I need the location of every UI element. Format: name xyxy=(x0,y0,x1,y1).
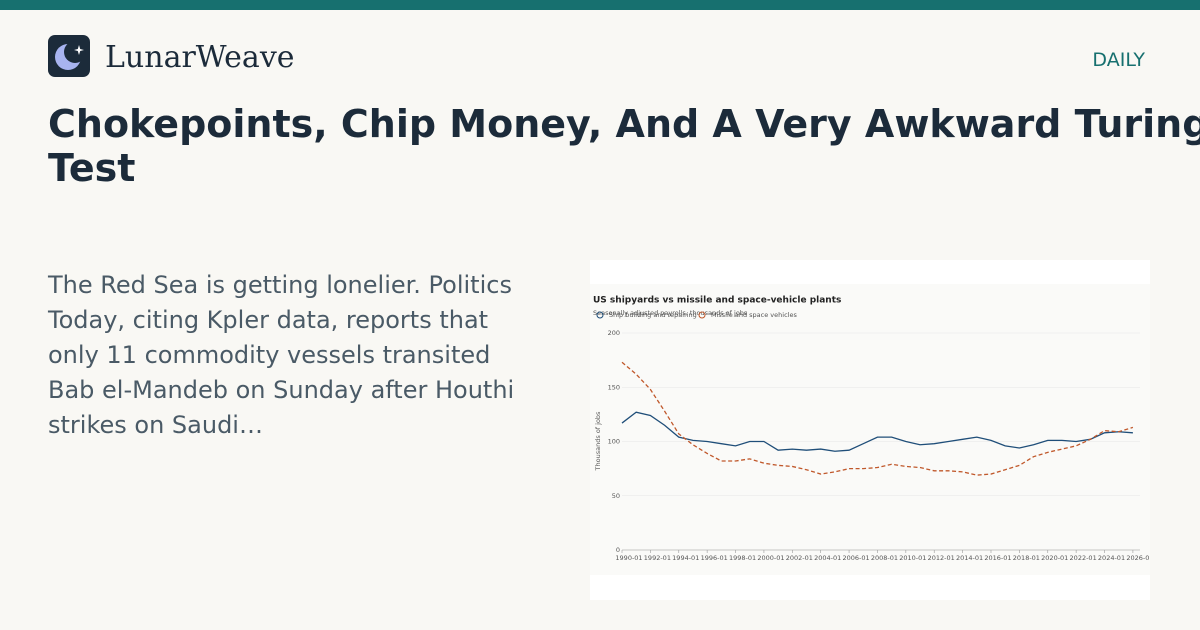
x-tick-label: 2004-01 xyxy=(814,554,841,562)
x-tick-label: 2022-01 xyxy=(1070,554,1097,562)
x-tick-label: 1996-01 xyxy=(701,554,728,562)
chart-area xyxy=(590,284,1150,575)
logo xyxy=(48,35,90,77)
chart-subtitle: Seasonally adjusted payrolls, thousands … xyxy=(593,309,748,317)
x-tick-label: 2016-01 xyxy=(984,554,1011,562)
y-tick-label: 50 xyxy=(612,492,620,500)
y-tick-label: 100 xyxy=(608,438,620,446)
article-title: Chokepoints, Chip Money, And A Very Awkw… xyxy=(48,102,1200,190)
series-line xyxy=(621,361,1134,476)
x-tick-label: 2014-01 xyxy=(956,554,983,562)
y-tick-label: 150 xyxy=(608,383,620,391)
article-excerpt: The Red Sea is getting lonelier. Politic… xyxy=(48,271,515,439)
top-bar xyxy=(0,0,1200,10)
x-tick-label: 2018-01 xyxy=(1013,554,1040,562)
section-label: DAILY xyxy=(1092,49,1145,71)
x-tick-label: 2008-01 xyxy=(871,554,898,562)
legend-marker xyxy=(596,311,604,319)
y-tick-label: 200 xyxy=(608,329,620,337)
x-tick-label: 2000-01 xyxy=(757,554,784,562)
brand: LunarWeave xyxy=(105,40,295,75)
legend-label: Missile and space vehicles xyxy=(711,311,797,319)
chart: US shipyards vs missile and space-vehicl… xyxy=(590,260,1150,600)
x-tick-label: 2006-01 xyxy=(842,554,869,562)
x-tick-label: 1994-01 xyxy=(672,554,699,562)
x-tick-label: 1998-01 xyxy=(729,554,756,562)
x-tick-label: 2010-01 xyxy=(899,554,926,562)
x-tick-label: 2026-01 xyxy=(1126,554,1150,562)
y-tick-label: 0 xyxy=(616,546,620,554)
x-tick-label: 2012-01 xyxy=(928,554,955,562)
series-line xyxy=(621,411,1133,452)
x-tick-label: 1992-01 xyxy=(644,554,671,562)
x-tick-label: 2024-01 xyxy=(1098,554,1125,562)
legend-label: Ship building and repairing xyxy=(609,311,697,319)
x-tick-label: 2020-01 xyxy=(1041,554,1068,562)
x-tick-label: 2002-01 xyxy=(786,554,813,562)
y-axis-label: Thousands of jobs xyxy=(594,411,602,471)
legend-marker xyxy=(698,311,706,319)
x-tick-label: 1990-01 xyxy=(615,554,642,562)
chart-title: US shipyards vs missile and space-vehicl… xyxy=(593,296,841,306)
